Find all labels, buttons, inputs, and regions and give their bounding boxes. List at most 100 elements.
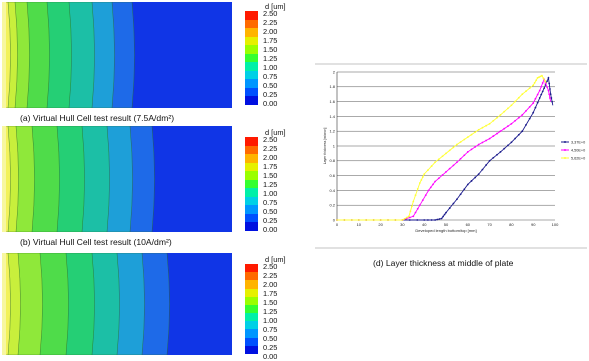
colorbar-swatch xyxy=(245,62,258,72)
series-point xyxy=(541,82,544,84)
series-point xyxy=(423,173,426,176)
series-point xyxy=(424,194,427,197)
series-point xyxy=(387,219,389,221)
series-point xyxy=(546,86,548,88)
colorbar-swatch xyxy=(245,179,258,189)
series-point xyxy=(432,183,434,186)
x-tick-label: 90 xyxy=(531,222,536,227)
series-point xyxy=(532,111,535,114)
series-point xyxy=(436,218,439,221)
colorbar-swatch xyxy=(245,19,258,29)
colorbar-swatch xyxy=(245,162,258,172)
series-point xyxy=(357,219,360,221)
series-point xyxy=(463,138,466,141)
legend-b: d [um] 2.50 2.25 2.00 1.75 1.50 1.25 1.00 0.75 0… xyxy=(245,128,305,234)
colorbar-swatch xyxy=(245,79,258,89)
series-line-1 xyxy=(337,78,552,221)
series-point xyxy=(510,141,513,144)
series-point xyxy=(421,199,424,202)
series-point xyxy=(546,80,548,83)
series-point xyxy=(430,165,433,167)
series-point xyxy=(503,127,506,130)
legend-entry: 4,50E+0 xyxy=(571,148,585,152)
series-point xyxy=(448,149,451,152)
chart-axes: 00.20.40.60.811.21.41.61.820 10 20 30 40 50 60… xyxy=(329,69,559,227)
series-point xyxy=(336,219,338,221)
series-point xyxy=(434,219,436,221)
y-tick-label: 2 xyxy=(333,69,336,74)
legend-tick-label: 1.50 xyxy=(263,45,278,54)
colorbar-swatch xyxy=(245,272,258,281)
series-point xyxy=(521,93,524,96)
legend-tick-label: 1.00 xyxy=(263,316,278,325)
x-tick-label: 70 xyxy=(487,222,492,227)
legend-tick-label: 1.00 xyxy=(263,63,278,72)
series-point xyxy=(452,146,455,149)
legend-tick-label: 2.25 xyxy=(263,271,278,280)
legend-ticks: 2.50 2.25 2.00 1.75 1.50 1.25 1.00 0.75 0.50 0.25… xyxy=(263,9,277,108)
legend-tick-label: 1.25 xyxy=(263,54,278,63)
series-point xyxy=(466,183,469,186)
series-point xyxy=(474,145,477,148)
series-point xyxy=(463,154,466,157)
legend-tick-label: 2.50 xyxy=(263,135,278,144)
colorbar-swatch xyxy=(245,11,258,21)
series-point xyxy=(434,180,436,183)
colorbar-swatch xyxy=(245,70,258,80)
series-point xyxy=(499,151,502,153)
series-point xyxy=(412,215,415,218)
legend-tick-label: 0.75 xyxy=(263,198,278,207)
colorbar xyxy=(245,137,258,232)
series-point xyxy=(533,81,536,84)
series-point xyxy=(429,186,432,189)
series-point xyxy=(496,153,498,156)
series-point xyxy=(405,216,408,219)
series-point xyxy=(496,116,498,119)
series-point xyxy=(492,119,495,122)
series-point xyxy=(466,136,469,139)
series-point xyxy=(521,130,524,133)
series-point xyxy=(459,141,462,143)
series-point xyxy=(408,215,410,218)
y-tick-label: 1 xyxy=(333,143,336,148)
legend-tick-label: 0.00 xyxy=(263,352,278,361)
legend-ticks: 2.50 2.25 2.00 1.75 1.50 1.25 1.00 0.75 0.50 0.25… xyxy=(263,262,277,361)
contour-edge xyxy=(2,253,6,355)
series-point xyxy=(448,207,451,209)
caption-b: (b) Virtual Hull Cell test result (10A/d… xyxy=(20,237,172,247)
series-point xyxy=(459,193,462,196)
series-point xyxy=(445,171,447,173)
series-point xyxy=(474,131,477,133)
series-point xyxy=(481,126,484,129)
series-point xyxy=(372,219,375,221)
series-point xyxy=(452,164,455,167)
colorbar-swatch xyxy=(245,87,258,97)
colorbar-swatch xyxy=(245,296,258,306)
colorbar-swatch xyxy=(245,329,258,339)
series-point xyxy=(477,173,480,176)
legend-title: d [um] xyxy=(265,2,286,11)
series-line-0 xyxy=(337,76,554,221)
contour-bands-b xyxy=(2,126,232,232)
y-tick-label: 1.4 xyxy=(329,114,335,119)
series-point xyxy=(536,101,539,104)
series-point xyxy=(485,124,488,127)
series-point xyxy=(503,147,506,150)
legend-c: d [um] 2.50 2.25 2.00 1.75 1.50 1.25 1.00 0.75 0… xyxy=(245,255,305,361)
series-point xyxy=(416,219,419,221)
series-point xyxy=(543,79,546,82)
x-tick-label: 30 xyxy=(400,222,405,227)
series-point xyxy=(499,130,502,133)
legend-tick-label: 0.75 xyxy=(263,325,278,334)
y-tick-label: 1.6 xyxy=(329,99,335,104)
x-tick-label: 50 xyxy=(444,222,449,227)
legend-tick-label: 2.25 xyxy=(263,18,278,27)
legend-entry: 5,62E+0 xyxy=(571,156,585,160)
series-point xyxy=(488,137,491,140)
colorbar-swatch xyxy=(245,313,258,322)
series-line-2 xyxy=(337,75,547,221)
contour-edge xyxy=(2,126,6,232)
legend-tick-label: 0.50 xyxy=(263,207,278,216)
caption-a: (a) Virtual Hull Cell test result (7.5A/… xyxy=(20,113,175,123)
series-point xyxy=(448,167,451,170)
